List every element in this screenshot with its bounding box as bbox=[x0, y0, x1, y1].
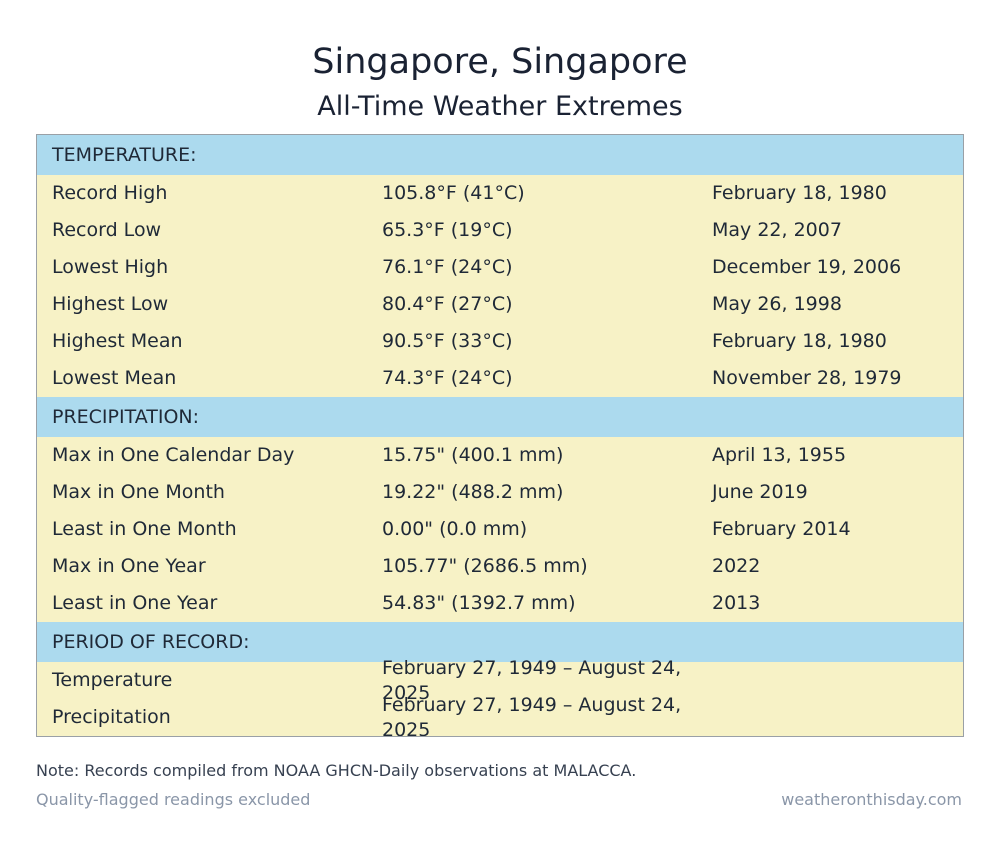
row-value: 65.3°F (19°C) bbox=[382, 219, 513, 241]
row-value: 105.77" (2686.5 mm) bbox=[382, 555, 588, 577]
quality-note: Quality-flagged readings excluded bbox=[36, 790, 311, 809]
row-value: 74.3°F (24°C) bbox=[382, 367, 513, 389]
row-date: May 26, 1998 bbox=[712, 293, 842, 315]
row-value: 54.83" (1392.7 mm) bbox=[382, 592, 576, 614]
row-label: Record High bbox=[52, 182, 168, 204]
precipitation-section-header: PRECIPITATION: bbox=[37, 397, 963, 437]
row-value: 105.8°F (41°C) bbox=[382, 182, 525, 204]
table-row: Lowest Mean 74.3°F (24°C) November 28, 1… bbox=[37, 360, 963, 397]
temperature-section-header: TEMPERATURE: bbox=[37, 135, 963, 175]
row-date: February 2014 bbox=[712, 518, 851, 540]
row-date: December 19, 2006 bbox=[712, 256, 902, 278]
row-date: February 18, 1980 bbox=[712, 182, 887, 204]
row-value: 76.1°F (24°C) bbox=[382, 256, 513, 278]
page-subtitle: All-Time Weather Extremes bbox=[317, 91, 683, 122]
row-date: November 28, 1979 bbox=[712, 367, 902, 389]
table-row: Max in One Calendar Day 15.75" (400.1 mm… bbox=[37, 437, 963, 474]
extremes-table: TEMPERATURE: Record High 105.8°F (41°C) … bbox=[36, 134, 964, 737]
row-date: 2013 bbox=[712, 592, 761, 614]
table-row: Least in One Month 0.00" (0.0 mm) Februa… bbox=[37, 511, 963, 548]
table-row: Max in One Month 19.22" (488.2 mm) June … bbox=[37, 474, 963, 511]
row-date: 2022 bbox=[712, 555, 761, 577]
period-of-record-section-header: PERIOD OF RECORD: bbox=[37, 622, 963, 662]
row-label: Record Low bbox=[52, 219, 162, 241]
row-value: 80.4°F (27°C) bbox=[382, 293, 513, 315]
table-row: Highest Mean 90.5°F (33°C) February 18, … bbox=[37, 323, 963, 360]
section-heading: TEMPERATURE: bbox=[52, 144, 197, 166]
row-date: June 2019 bbox=[712, 481, 808, 503]
row-label: Lowest High bbox=[52, 256, 169, 278]
row-label: Highest Mean bbox=[52, 330, 183, 352]
row-label: Least in One Year bbox=[52, 592, 218, 614]
row-value: February 27, 1949 – August 24, 2025 bbox=[382, 657, 682, 704]
row-date: May 22, 2007 bbox=[712, 219, 842, 241]
section-heading: PERIOD OF RECORD: bbox=[52, 631, 250, 653]
site-credit: weatheronthisday.com bbox=[781, 790, 962, 809]
row-value: 0.00" (0.0 mm) bbox=[382, 518, 528, 540]
table-row: Lowest High 76.1°F (24°C) December 19, 2… bbox=[37, 249, 963, 286]
table-row: Temperature February 27, 1949 – August 2… bbox=[37, 657, 963, 704]
row-label: Max in One Calendar Day bbox=[52, 444, 295, 466]
row-label: Lowest Mean bbox=[52, 367, 177, 389]
row-value: February 27, 1949 – August 24, 2025 bbox=[382, 694, 682, 737]
section-heading: PRECIPITATION: bbox=[52, 406, 200, 428]
row-label: Max in One Month bbox=[52, 481, 225, 503]
table-row: Record Low 65.3°F (19°C) May 22, 2007 bbox=[37, 212, 963, 249]
table-row: Least in One Year 54.83" (1392.7 mm) 201… bbox=[37, 585, 963, 622]
source-note: Note: Records compiled from NOAA GHCN-Da… bbox=[36, 761, 637, 780]
row-label: Temperature bbox=[52, 669, 173, 691]
row-value: 19.22" (488.2 mm) bbox=[382, 481, 564, 503]
page-title: Singapore, Singapore bbox=[312, 42, 688, 82]
row-label: Highest Low bbox=[52, 293, 169, 315]
table-row: Record High 105.8°F (41°C) February 18, … bbox=[37, 175, 963, 212]
row-date: February 18, 1980 bbox=[712, 330, 887, 352]
row-label: Precipitation bbox=[52, 706, 171, 728]
table-row: Precipitation February 27, 1949 – August… bbox=[37, 694, 963, 736]
row-value: 15.75" (400.1 mm) bbox=[382, 444, 564, 466]
row-label: Least in One Month bbox=[52, 518, 237, 540]
table-row: Max in One Year 105.77" (2686.5 mm) 2022 bbox=[37, 548, 963, 585]
row-date: April 13, 1955 bbox=[712, 444, 847, 466]
table-row: Highest Low 80.4°F (27°C) May 26, 1998 bbox=[37, 286, 963, 323]
row-label: Max in One Year bbox=[52, 555, 206, 577]
row-value: 90.5°F (33°C) bbox=[382, 330, 513, 352]
